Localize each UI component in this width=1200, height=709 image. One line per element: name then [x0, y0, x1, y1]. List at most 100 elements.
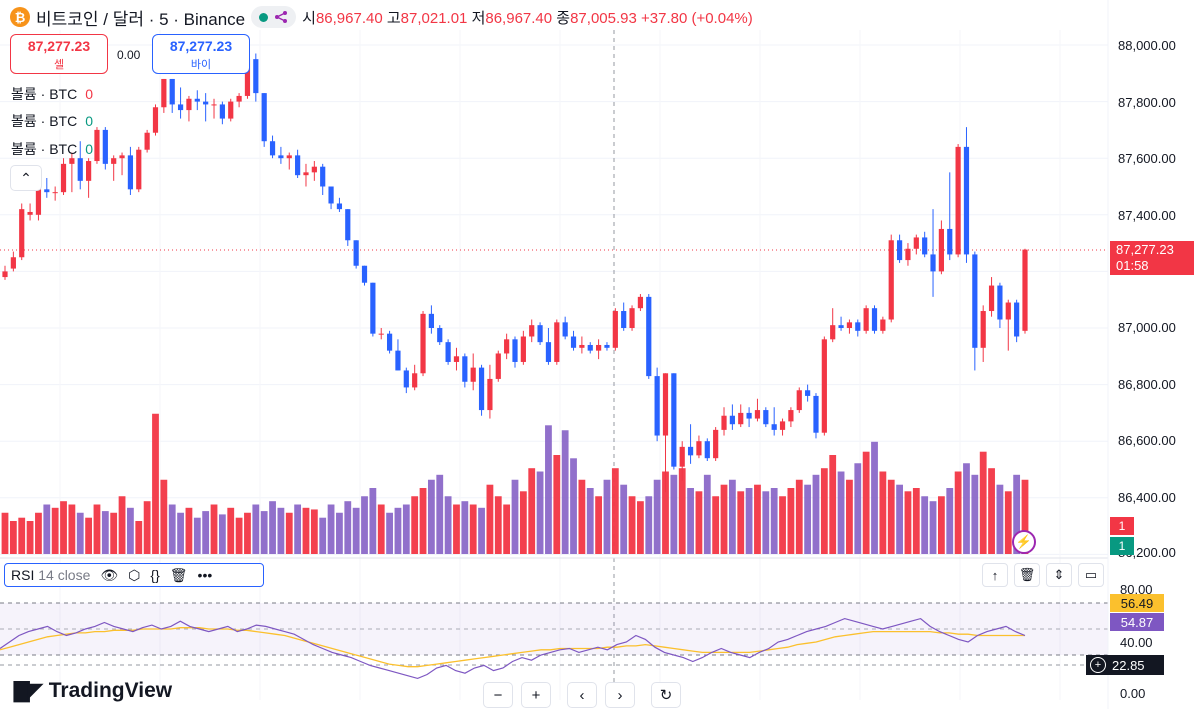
volume-bar	[996, 484, 1004, 554]
candle-body	[562, 322, 568, 337]
volume-bar	[645, 496, 653, 554]
candle-body	[311, 166, 317, 173]
tradingview-logo[interactable]: ▇◤ TradingView	[14, 678, 172, 703]
rsi-axis-label: 40.00	[1120, 635, 1153, 650]
volume-bar	[528, 468, 536, 554]
candle-body	[386, 333, 393, 351]
symbol-legend[interactable]: ₿ 비트코인 / 달러 · 5 · Binance 시86,967.40 고87…	[10, 6, 753, 29]
volume-bar	[336, 512, 343, 554]
candle-body	[186, 98, 192, 111]
zoom-in-button[interactable]: +	[521, 682, 551, 708]
collapse-legend-button[interactable]: ⌃	[10, 165, 42, 191]
candle-body	[704, 441, 710, 459]
candle-body	[905, 248, 911, 261]
candle-body	[545, 342, 552, 362]
volume-bar	[277, 507, 285, 554]
volume-bar	[402, 504, 410, 554]
price-axis-label: 87,600.00	[1118, 151, 1176, 166]
volume-bar	[18, 517, 26, 554]
zoom-out-button[interactable]: −	[483, 682, 513, 708]
candle-body	[846, 322, 853, 328]
reset-chart-button[interactable]: ↻	[651, 682, 681, 708]
price-axis-label: 87,400.00	[1118, 208, 1176, 223]
candle-body	[671, 373, 677, 467]
buy-button[interactable]: 87,277.23 바이	[152, 34, 250, 74]
eye-icon[interactable]: 👁	[100, 566, 119, 583]
volume-bar	[937, 496, 945, 554]
candle-body	[504, 339, 510, 354]
maximize-pane-button[interactable]: ▭	[1078, 563, 1104, 587]
candle-body	[495, 353, 501, 379]
symbol-title[interactable]: 비트코인 / 달러 · 5 · Binance	[36, 9, 246, 29]
volume-legend-3[interactable]: 볼륨 · BTC 0	[11, 141, 93, 157]
candle-body	[470, 367, 476, 382]
volume-bar	[728, 479, 736, 554]
candle-body	[86, 161, 92, 181]
volume-bar	[586, 488, 594, 554]
volume-bar	[486, 484, 494, 554]
volume-bar	[469, 504, 477, 554]
brand-name: TradingView	[48, 678, 173, 702]
volume-bar	[260, 511, 268, 554]
volume-bar	[386, 512, 393, 554]
volume-bar	[168, 504, 176, 554]
volume-bar	[202, 511, 210, 554]
lightning-icon[interactable]: ⚡	[1012, 530, 1036, 554]
candle-body	[587, 344, 593, 351]
status-pill[interactable]	[251, 6, 297, 28]
candle-body	[353, 240, 359, 266]
volume-bar	[227, 507, 235, 554]
volume-bar	[921, 496, 929, 554]
candle-body	[796, 390, 802, 411]
candle-body	[320, 166, 326, 187]
volume-bar	[218, 514, 226, 554]
volume-bar	[193, 517, 201, 554]
candle-body	[211, 104, 217, 106]
volume-bar	[653, 479, 661, 554]
volume-bar	[954, 471, 962, 554]
volume-legend-1[interactable]: 볼륨 · BTC 0	[11, 86, 93, 102]
candle-body	[746, 412, 752, 419]
candle-body	[713, 429, 719, 459]
rsi-legend[interactable]: RSI 14 close 👁 ⬡ {} 🗑 •••	[4, 563, 264, 587]
volume-bar	[494, 496, 502, 554]
scroll-right-button[interactable]: ›	[605, 682, 635, 708]
candle-body	[161, 78, 167, 108]
delete-pane-button[interactable]: 🗑	[1014, 563, 1040, 587]
candle-body	[838, 325, 844, 328]
more-icon[interactable]: •••	[197, 567, 213, 583]
volume-bar	[478, 507, 485, 554]
candle-body	[2, 271, 8, 278]
candle-body	[629, 308, 635, 328]
sell-button[interactable]: 87,277.23 셀	[10, 34, 108, 74]
candle-body	[955, 146, 961, 255]
plus-circle-icon[interactable]: +	[1090, 657, 1106, 673]
candle-body	[361, 265, 368, 283]
volume-bar	[787, 488, 795, 554]
candle-body	[328, 186, 334, 204]
volume-bar	[687, 488, 694, 554]
crosshair-value-tag[interactable]: + 22.85	[1086, 655, 1164, 675]
scroll-left-button[interactable]: ‹	[567, 682, 597, 708]
collapse-pane-button[interactable]: ⇕	[1046, 563, 1072, 587]
settings-icon[interactable]: ⬡	[128, 566, 141, 583]
volume-legend-2[interactable]: 볼륨 · BTC 0	[11, 113, 93, 129]
candle-body	[779, 421, 786, 430]
candle-body	[295, 155, 301, 176]
volume-bar	[578, 479, 586, 554]
volume-bar	[670, 474, 678, 554]
tradingview-logo-icon: ▇◤	[14, 680, 43, 702]
candle-body	[830, 325, 836, 340]
candle-body	[403, 370, 409, 388]
source-code-icon[interactable]: {}	[150, 567, 160, 583]
volume-bar	[570, 458, 577, 554]
candle-body	[687, 446, 694, 456]
volume-bar	[244, 512, 251, 554]
volume-bar	[503, 504, 511, 554]
move-pane-up-button[interactable]: ↑	[982, 563, 1008, 587]
price-axis-label: 86,800.00	[1118, 377, 1176, 392]
trash-icon[interactable]: 🗑	[169, 566, 188, 583]
candle-body	[144, 132, 150, 150]
current-price-tag: 87,277.23 01:58	[1110, 241, 1194, 275]
